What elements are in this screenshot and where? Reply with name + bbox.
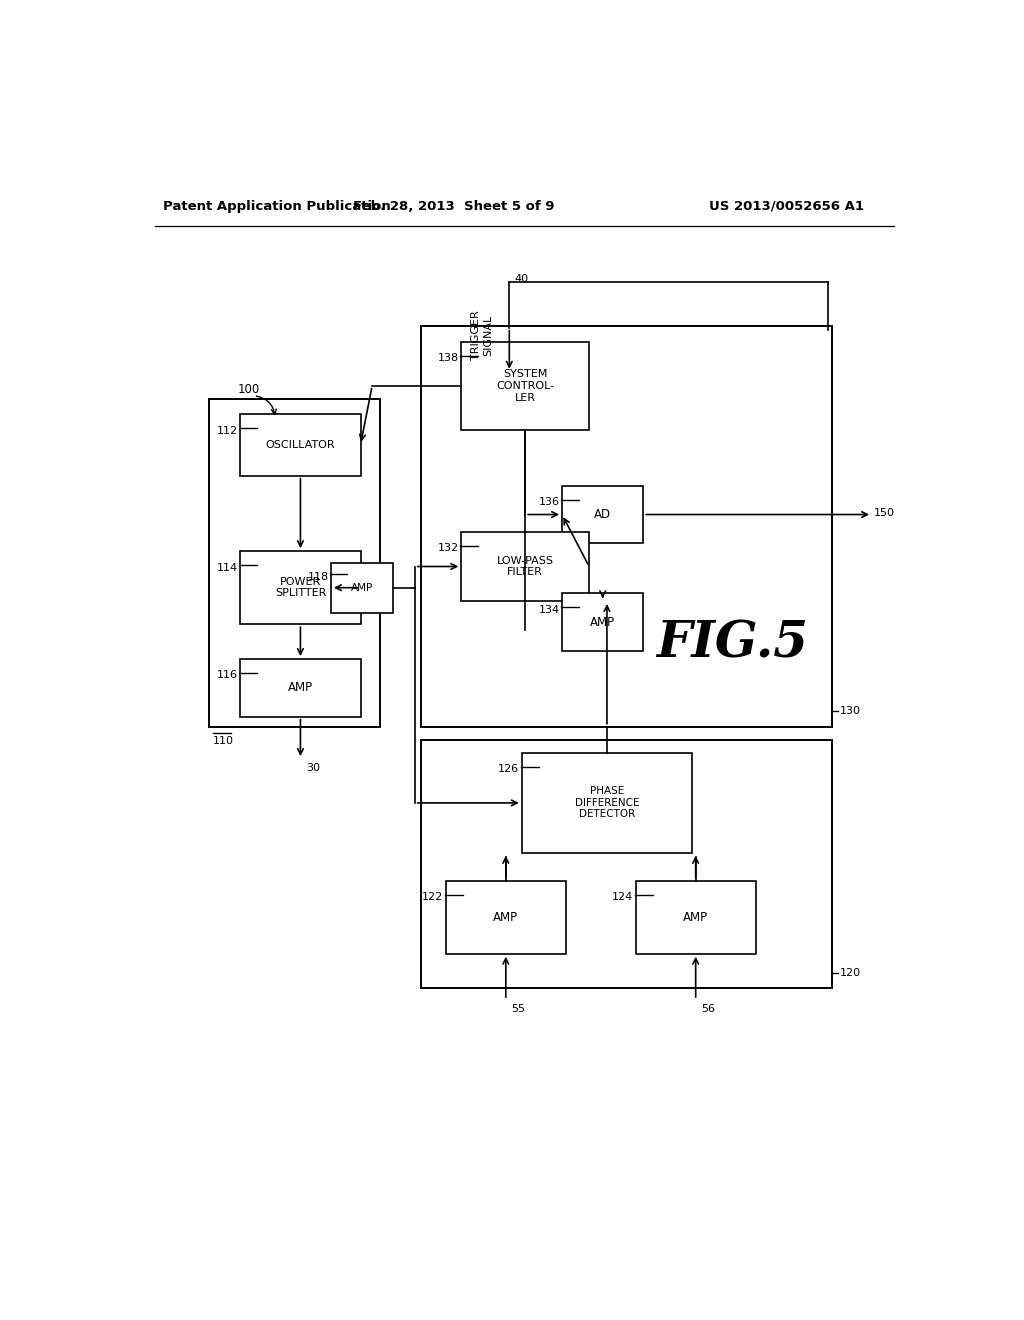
Text: TRIGGER
SIGNAL: TRIGGER SIGNAL — [471, 310, 493, 360]
Text: AD: AD — [594, 508, 611, 521]
Text: AMP: AMP — [494, 911, 518, 924]
Text: FIG.5: FIG.5 — [656, 619, 809, 668]
Text: 120: 120 — [840, 968, 860, 978]
Text: Patent Application Publication: Patent Application Publication — [163, 199, 390, 213]
Text: AMP: AMP — [351, 582, 373, 593]
Bar — [636, 880, 756, 954]
Text: OSCILLATOR: OSCILLATOR — [265, 440, 335, 450]
Bar — [421, 739, 831, 989]
Text: 138: 138 — [438, 354, 459, 363]
Text: US 2013/0052656 A1: US 2013/0052656 A1 — [710, 199, 864, 213]
Text: PHASE
DIFFERENCE
DETECTOR: PHASE DIFFERENCE DETECTOR — [574, 787, 639, 820]
Text: SYSTEM
CONTROL-
LER: SYSTEM CONTROL- LER — [496, 370, 554, 403]
Text: 134: 134 — [539, 605, 560, 615]
Text: 56: 56 — [701, 1003, 715, 1014]
Bar — [421, 326, 831, 726]
Text: LOW-PASS
FILTER: LOW-PASS FILTER — [497, 556, 554, 577]
Text: 112: 112 — [217, 425, 238, 436]
Text: 116: 116 — [217, 671, 238, 680]
Text: AMP: AMP — [288, 681, 313, 694]
Text: 136: 136 — [539, 498, 560, 507]
Bar — [562, 594, 643, 651]
Text: 132: 132 — [438, 544, 459, 553]
Text: 118: 118 — [307, 572, 329, 582]
Text: POWER
SPLITTER: POWER SPLITTER — [274, 577, 326, 598]
Bar — [209, 399, 380, 726]
Text: 30: 30 — [306, 763, 319, 772]
Text: 100: 100 — [238, 383, 260, 396]
Text: Feb. 28, 2013  Sheet 5 of 9: Feb. 28, 2013 Sheet 5 of 9 — [352, 199, 554, 213]
Bar — [562, 486, 643, 544]
Text: 124: 124 — [612, 892, 633, 902]
Text: 110: 110 — [213, 737, 234, 746]
Text: AMP: AMP — [590, 616, 615, 628]
Bar — [241, 552, 360, 624]
Text: 40: 40 — [515, 275, 528, 284]
Bar — [445, 880, 566, 954]
Text: 130: 130 — [840, 706, 860, 717]
Bar — [331, 562, 393, 612]
Text: 150: 150 — [874, 508, 895, 519]
Text: AMP: AMP — [683, 911, 709, 924]
Text: 114: 114 — [217, 562, 238, 573]
Bar — [241, 659, 360, 717]
Bar — [521, 752, 692, 853]
Bar — [461, 342, 589, 430]
Text: 55: 55 — [511, 1003, 525, 1014]
Text: 122: 122 — [422, 892, 443, 902]
Bar — [461, 532, 589, 601]
Bar — [241, 414, 360, 475]
Text: 126: 126 — [499, 764, 519, 775]
